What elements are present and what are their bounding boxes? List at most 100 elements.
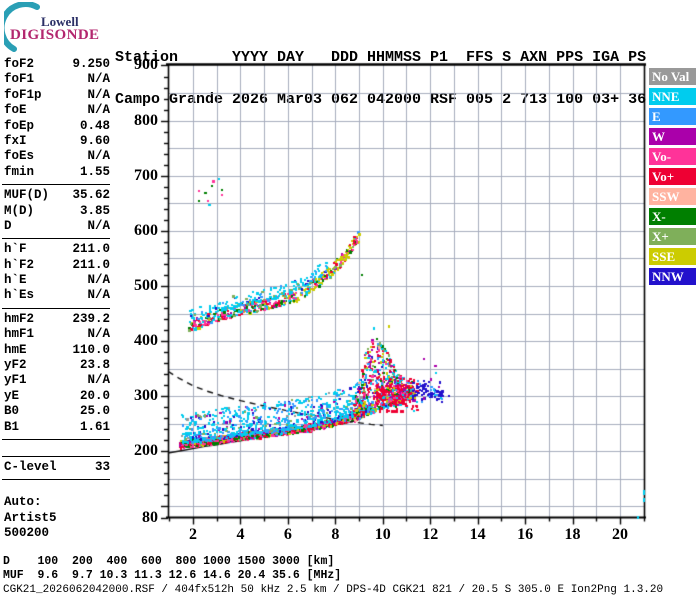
x-axis-label-8: 8	[331, 526, 340, 543]
param-value: 110.0	[72, 342, 110, 357]
y-axis-label-700: 700	[134, 166, 158, 184]
param-label: fxI	[4, 133, 27, 148]
param-value: N/A	[87, 103, 110, 118]
param-value: 3.85	[79, 203, 110, 218]
param-row-foe: foE N/A	[4, 103, 110, 118]
param-value: N/A	[87, 288, 110, 303]
param-separator	[2, 438, 110, 440]
x-axis-label-4: 4	[236, 526, 245, 543]
param-value: N/A	[87, 373, 110, 388]
param-row-hf2: h`F2 211.0	[4, 258, 110, 273]
param-value: 35.62	[72, 188, 110, 203]
legend-item-nnw: NNW	[649, 268, 696, 285]
param-value: 33	[94, 459, 110, 474]
legend-item-xm: X-	[649, 208, 696, 225]
param-label: hmF1	[4, 327, 35, 342]
param-row-hmf1: hmF1 N/A	[4, 327, 110, 342]
param-row-ye: yE 20.0	[4, 389, 110, 404]
param-row-fof1p: foF1p N/A	[4, 88, 110, 103]
param-value: 23.8	[79, 358, 110, 373]
param-value: 239.2	[72, 311, 110, 326]
param-value: N/A	[87, 87, 110, 102]
param-row-hme: hmE 110.0	[4, 343, 110, 358]
param-value: N/A	[87, 72, 110, 87]
param-label: h`Es	[4, 288, 35, 303]
param-label: foF1	[4, 72, 35, 87]
param-separator	[2, 307, 110, 309]
param-value: 20.0	[79, 388, 110, 403]
param-value: 1.55	[79, 164, 110, 179]
y-axis-label-300: 300	[134, 387, 158, 405]
legend-item-vom: Vo-	[649, 148, 696, 165]
param-value: 0.48	[79, 118, 110, 133]
param-row-hmf2: hmF2 239.2	[4, 312, 110, 327]
y-axis-label-400: 400	[134, 332, 158, 350]
legend-item-sse: SSE	[649, 248, 696, 265]
autoscaler-info: Auto: Artist5 500200	[4, 495, 110, 541]
param-label: yF1	[4, 373, 27, 388]
x-axis-label-20: 20	[611, 526, 628, 543]
y-axis-label-80: 80	[142, 508, 158, 526]
param-row-yf2: yF2 23.8	[4, 358, 110, 373]
param-label: yF2	[4, 358, 27, 373]
y-axis-label-200: 200	[134, 442, 158, 460]
y-axis-label-800: 800	[134, 111, 158, 129]
param-value: N/A	[87, 327, 110, 342]
param-row-hes: h`Es N/A	[4, 288, 110, 303]
y-axis-label-500: 500	[134, 276, 158, 294]
param-row-foep: foEp 0.48	[4, 119, 110, 134]
param-label: hmE	[4, 342, 27, 357]
autoscaler-line: Artist5	[4, 510, 57, 525]
param-row-d: D N/A	[4, 219, 110, 234]
param-value: N/A	[87, 218, 110, 233]
param-label: foF2	[4, 57, 35, 71]
param-label: foE	[4, 103, 27, 118]
direction-legend: No Val NNE E W Vo- Vo+ SSW X- X+ SSE NNW	[649, 68, 696, 288]
x-axis-label-12: 12	[422, 526, 439, 543]
legend-item-noval: No Val	[649, 68, 696, 85]
param-separator	[2, 455, 110, 457]
param-value: 1.61	[79, 419, 110, 434]
legend-item-e: E	[649, 108, 696, 125]
param-row-foes: foEs N/A	[4, 149, 110, 164]
param-row-yf1: yF1 N/A	[4, 373, 110, 388]
muf-row: MUF 9.6 9.7 10.3 11.3 12.6 14.6 20.4 35.…	[3, 569, 342, 582]
file-info-line: CGK21_2026062042000.RSF / 404fx512h 50 k…	[3, 584, 664, 596]
param-row-md: M(D) 3.85	[4, 204, 110, 219]
parameter-panel: foF2 9.250 foF1 N/A foF1p N/A foE N/A foEp 0.48 fx…	[2, 57, 110, 542]
autoscaler-line: 500200	[4, 526, 50, 541]
param-row-b0: B0 25.0	[4, 404, 110, 419]
param-label: h`F	[4, 242, 27, 257]
param-separator	[2, 238, 110, 240]
param-value: N/A	[87, 273, 110, 288]
param-separator	[2, 479, 110, 481]
param-row-fmin: fmin 1.55	[4, 165, 110, 180]
param-row-b1: B1 1.61	[4, 420, 110, 435]
x-axis-label-10: 10	[374, 526, 391, 543]
d-distance-row: D 100 200 400 600 800 1000 1500 3000 [km…	[3, 555, 335, 568]
param-value: 9.250	[72, 57, 110, 71]
y-axis-label-600: 600	[134, 221, 158, 239]
param-label: C-level	[4, 459, 57, 474]
param-row-hf: h`F 211.0	[4, 242, 110, 257]
param-row-fof1: foF1 N/A	[4, 72, 110, 87]
x-axis-label-6: 6	[283, 526, 292, 543]
x-axis-label-14: 14	[469, 526, 486, 543]
param-label: foEp	[4, 118, 35, 133]
param-value: 211.0	[72, 257, 110, 272]
param-row-fof2: foF2 9.250	[4, 57, 110, 72]
x-axis-label-16: 16	[517, 526, 534, 543]
param-separator	[2, 184, 110, 186]
y-axis-label-900: 900	[134, 56, 158, 74]
param-label: D	[4, 218, 12, 233]
param-label: foF1p	[4, 87, 42, 102]
param-value: 25.0	[79, 404, 110, 419]
param-value: N/A	[87, 149, 110, 164]
x-axis-label-18: 18	[564, 526, 581, 543]
param-value: 211.0	[72, 242, 110, 257]
param-label: h`F2	[4, 257, 35, 272]
legend-item-xp: X+	[649, 228, 696, 245]
param-row-fxi: fxI 9.60	[4, 134, 110, 149]
